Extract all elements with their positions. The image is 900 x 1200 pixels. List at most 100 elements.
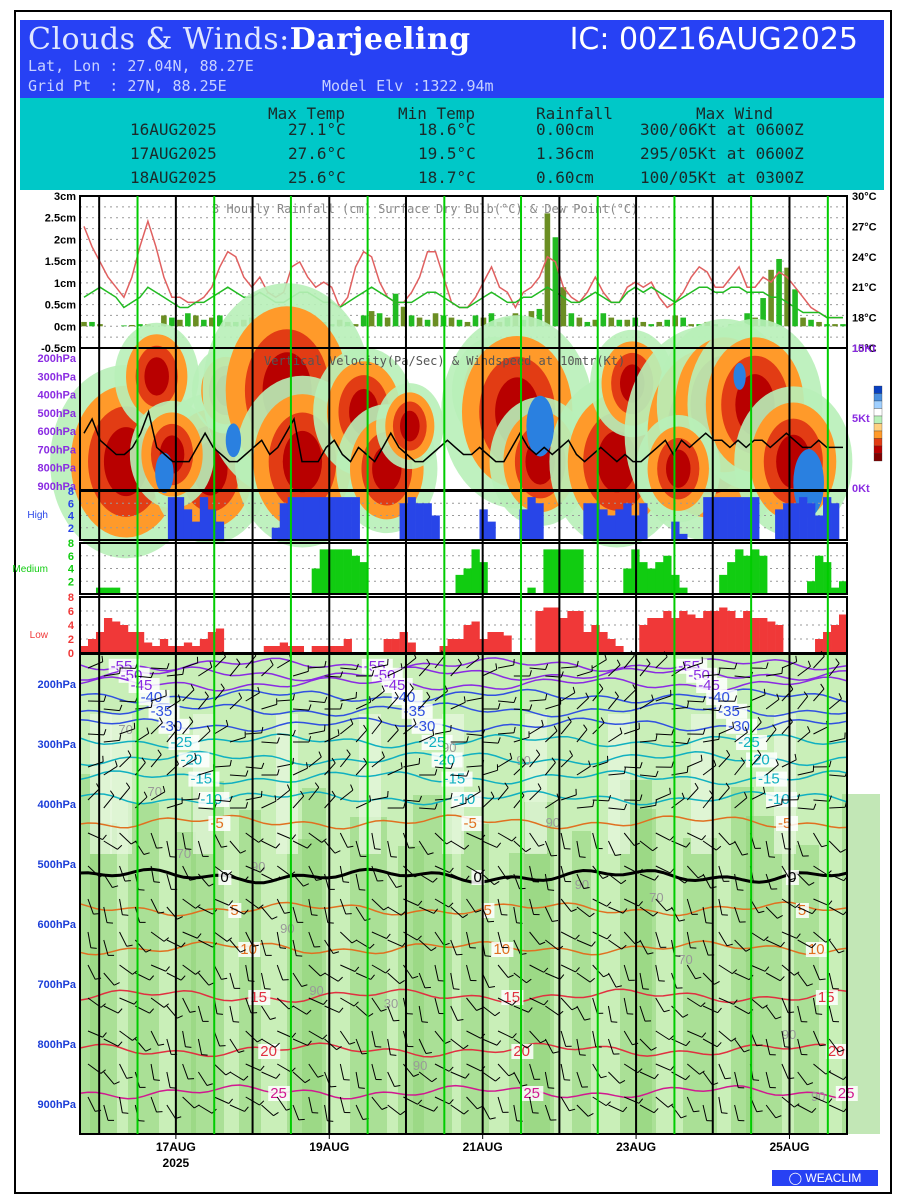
wind-barb-flag	[541, 719, 544, 726]
row-rain: 0.60cm	[536, 168, 594, 187]
cloud-bar	[815, 555, 824, 594]
wind-barb-flag	[354, 966, 360, 972]
wind-barb-flag	[701, 1032, 707, 1038]
cloud-tick-label: 8	[68, 538, 74, 550]
wind-barb-flag	[776, 693, 780, 700]
cloud-bar	[151, 646, 161, 653]
isotherm-label: -40	[141, 689, 163, 706]
cloud-tick-label: 6	[68, 551, 74, 563]
rain-bar	[448, 317, 455, 327]
wind-barb-flag	[400, 1110, 406, 1116]
wind-barb	[750, 721, 762, 735]
wind-barb-flag	[537, 783, 542, 790]
wind-barb-flag	[526, 1043, 532, 1049]
wind-barb	[466, 657, 480, 669]
wind-barb	[371, 997, 382, 1012]
wind-barb	[576, 1005, 585, 1021]
cloud-tick-label: 4	[68, 511, 75, 523]
wind-barb	[813, 832, 823, 848]
wind-barb	[813, 799, 830, 802]
wind-barb	[576, 765, 591, 776]
cloud-bar	[679, 611, 688, 653]
wind-barb	[624, 766, 641, 769]
cloud-bar	[111, 587, 121, 594]
wind-barb	[119, 1096, 123, 1113]
wind-barb-flag	[693, 1110, 700, 1113]
cloud-bar	[711, 611, 720, 653]
wind-barb-flag	[126, 944, 133, 947]
rain-bar	[760, 298, 766, 327]
row-min: 18.7°C	[418, 168, 476, 187]
cloud-bar	[639, 503, 648, 540]
wind-barb-flag	[695, 976, 702, 980]
rh-label: 90	[811, 1089, 825, 1104]
wind-barb	[686, 787, 699, 801]
wind-barb-flag	[589, 912, 595, 918]
cloud-bar	[695, 618, 704, 653]
wind-barb	[592, 997, 598, 1014]
wind-barb	[513, 763, 526, 776]
wind-barb-flag	[465, 875, 470, 881]
isotherm-label-bg	[258, 1044, 281, 1059]
wind-barb	[734, 731, 748, 743]
wind-barb	[166, 699, 181, 710]
wind-barb	[103, 708, 120, 712]
cloud-bar	[831, 625, 840, 653]
wind-barb	[292, 708, 310, 711]
wind-barb	[434, 1030, 446, 1044]
wind-barb-flag	[275, 843, 281, 849]
wind-barb-flag	[304, 1078, 311, 1084]
wind-barb	[592, 898, 608, 907]
cloud-bar	[703, 611, 712, 653]
cloud-tick-label: 4	[68, 620, 75, 632]
wind-barb-flag	[185, 1046, 192, 1048]
wind-barb	[119, 728, 135, 735]
wind-barb	[623, 655, 635, 669]
wind-barb	[686, 931, 691, 948]
wind-barb-flag	[457, 658, 462, 665]
cloud-bar	[127, 632, 137, 653]
wind-barb-flag	[394, 1085, 401, 1088]
wind-barb-flag	[575, 967, 580, 973]
wind-barb-flag	[731, 969, 738, 974]
wind-barb	[450, 972, 454, 989]
cloud-bar	[319, 646, 328, 653]
cloud-bar	[807, 503, 816, 540]
wind-barb	[481, 1005, 496, 1017]
cloud-bar	[567, 549, 576, 594]
cloud-bar	[311, 646, 320, 653]
cloud-bar	[735, 618, 744, 653]
wind-barb	[371, 1096, 383, 1110]
wind-barb	[734, 797, 748, 809]
wind-barb	[229, 840, 241, 854]
wind-barb-flag	[103, 695, 107, 702]
wind-barb	[182, 662, 198, 669]
wind-barb-flag	[569, 1108, 576, 1112]
wind-barb	[355, 840, 361, 857]
wind-barb-flag	[525, 847, 532, 853]
wind-barb-flag	[413, 718, 417, 725]
cloud-bar	[559, 549, 568, 594]
wind-barb-flag	[600, 717, 605, 724]
dew-point-line	[83, 286, 843, 319]
wind-barb	[339, 1063, 345, 1080]
wind-barb	[466, 697, 483, 702]
rh-label: 90	[442, 740, 456, 755]
cloud-bar	[727, 497, 736, 540]
wind-barb-flag	[390, 1054, 397, 1056]
wind-barb-flag	[548, 1087, 555, 1089]
wind-barb-flag	[330, 1085, 337, 1088]
isotherm-label: -30	[414, 718, 436, 735]
row-rain: 0.00cm	[536, 120, 594, 139]
wind-barb-flag	[684, 878, 690, 884]
rain-bar	[624, 319, 631, 327]
cross-section-pressure-label: 700hPa	[37, 979, 76, 991]
wind-barb-flag	[432, 729, 435, 736]
wind-barb	[702, 939, 709, 956]
wind-barb-flag	[466, 770, 470, 777]
wind-barb	[355, 1005, 369, 1018]
wind-barb	[150, 865, 155, 882]
wind-barb	[828, 1038, 840, 1053]
cloud-bar	[583, 503, 592, 540]
wind-barb	[182, 832, 186, 849]
